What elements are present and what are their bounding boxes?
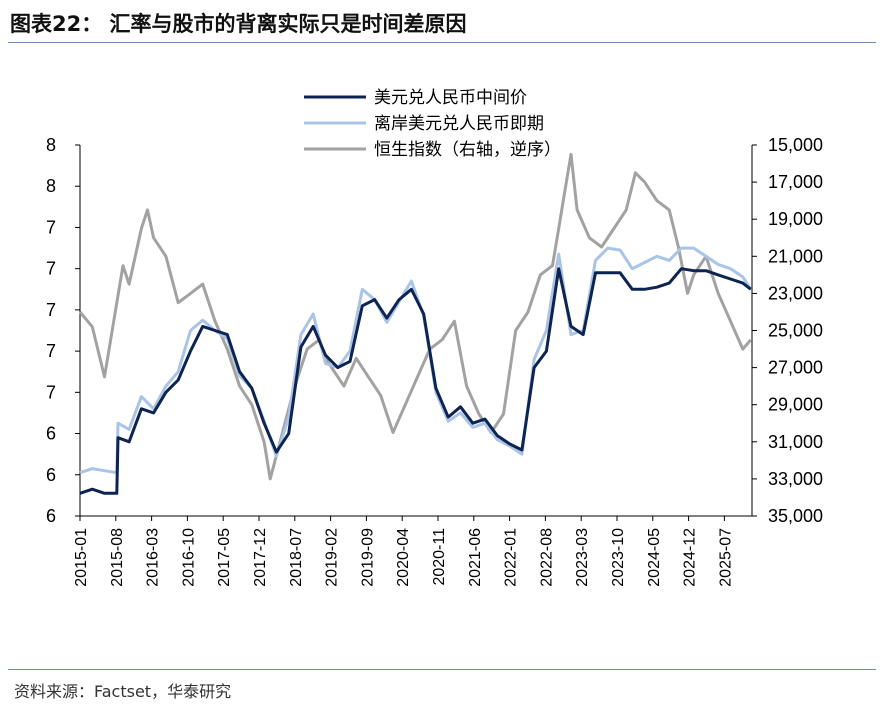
left-tick-label: 7 <box>46 341 56 361</box>
x-tick-label: 2021-06 <box>467 528 484 587</box>
figure-title: 图表22： 汇率与股市的背离实际只是时间差原因 <box>10 12 467 36</box>
left-tick-label: 7 <box>46 300 56 320</box>
legend-usdcnh-spot-label: 离岸美元兑人民币即期 <box>374 114 544 134</box>
right-tick-label: 31,000 <box>768 432 823 452</box>
x-tick-label: 2020-04 <box>395 528 412 587</box>
right-tick-label: 15,000 <box>768 135 823 155</box>
x-tick-label: 2023-03 <box>574 528 591 587</box>
left-tick-label: 6 <box>46 424 56 444</box>
source-note: 资料来源：Factset，华泰研究 <box>14 682 232 701</box>
usdcny-mid-line <box>79 267 752 495</box>
chart-axes: 6 6 6 7 7 7 7 7 8 8 15,000 17,000 19,000 21,000 23,000… <box>46 135 823 587</box>
right-tick-label: 17,000 <box>768 172 823 192</box>
x-tick-label: 2015-08 <box>109 528 126 587</box>
x-tick-label: 2019-02 <box>324 528 341 587</box>
left-tick-label: 6 <box>46 506 56 526</box>
left-tick-label: 8 <box>46 135 56 155</box>
x-tick-label: 2016-10 <box>180 528 197 587</box>
x-tick-label: 2022-08 <box>538 528 555 587</box>
right-tick-label: 35,000 <box>768 506 823 526</box>
legend-usdcny-mid-label: 美元兑人民币中间价 <box>374 88 527 108</box>
x-tick-label: 2023-10 <box>610 528 627 587</box>
left-tick-label: 8 <box>46 176 56 196</box>
x-tick-label: 2020-11 <box>431 528 448 586</box>
right-tick-label: 23,000 <box>768 283 823 303</box>
x-tick-label: 2015-01 <box>73 528 90 587</box>
title-rule <box>8 42 876 43</box>
right-tick-label: 21,000 <box>768 246 823 266</box>
usdcnh-spot-line <box>79 246 753 475</box>
x-tick-label: 2017-05 <box>216 528 233 587</box>
x-tick-label: 2016-03 <box>145 528 162 587</box>
x-tick-label: 2024-12 <box>682 528 699 587</box>
x-tick-label: 2025-07 <box>717 528 734 587</box>
left-tick-label: 7 <box>46 217 56 237</box>
source-rule <box>8 669 876 670</box>
x-tick-label: 2017-12 <box>252 528 269 587</box>
x-tick-label: 2018-07 <box>288 528 305 587</box>
right-tick-label: 19,000 <box>768 209 823 229</box>
series-layer <box>78 152 753 495</box>
x-tick-label: 2019-09 <box>359 528 376 587</box>
right-tick-label: 29,000 <box>768 395 823 415</box>
right-tick-label: 27,000 <box>768 358 823 378</box>
x-tick-label: 2024-05 <box>646 528 663 587</box>
left-tick-label: 7 <box>46 382 56 402</box>
x-tick-label: 2022-01 <box>503 528 520 587</box>
hsi-inverted-line <box>78 152 752 481</box>
right-tick-label: 33,000 <box>768 469 823 489</box>
left-tick-label: 7 <box>46 259 56 279</box>
left-tick-label: 6 <box>46 465 56 485</box>
legend-hsi-label: 恒生指数（右轴，逆序） <box>374 140 561 160</box>
right-tick-label: 25,000 <box>768 321 823 341</box>
